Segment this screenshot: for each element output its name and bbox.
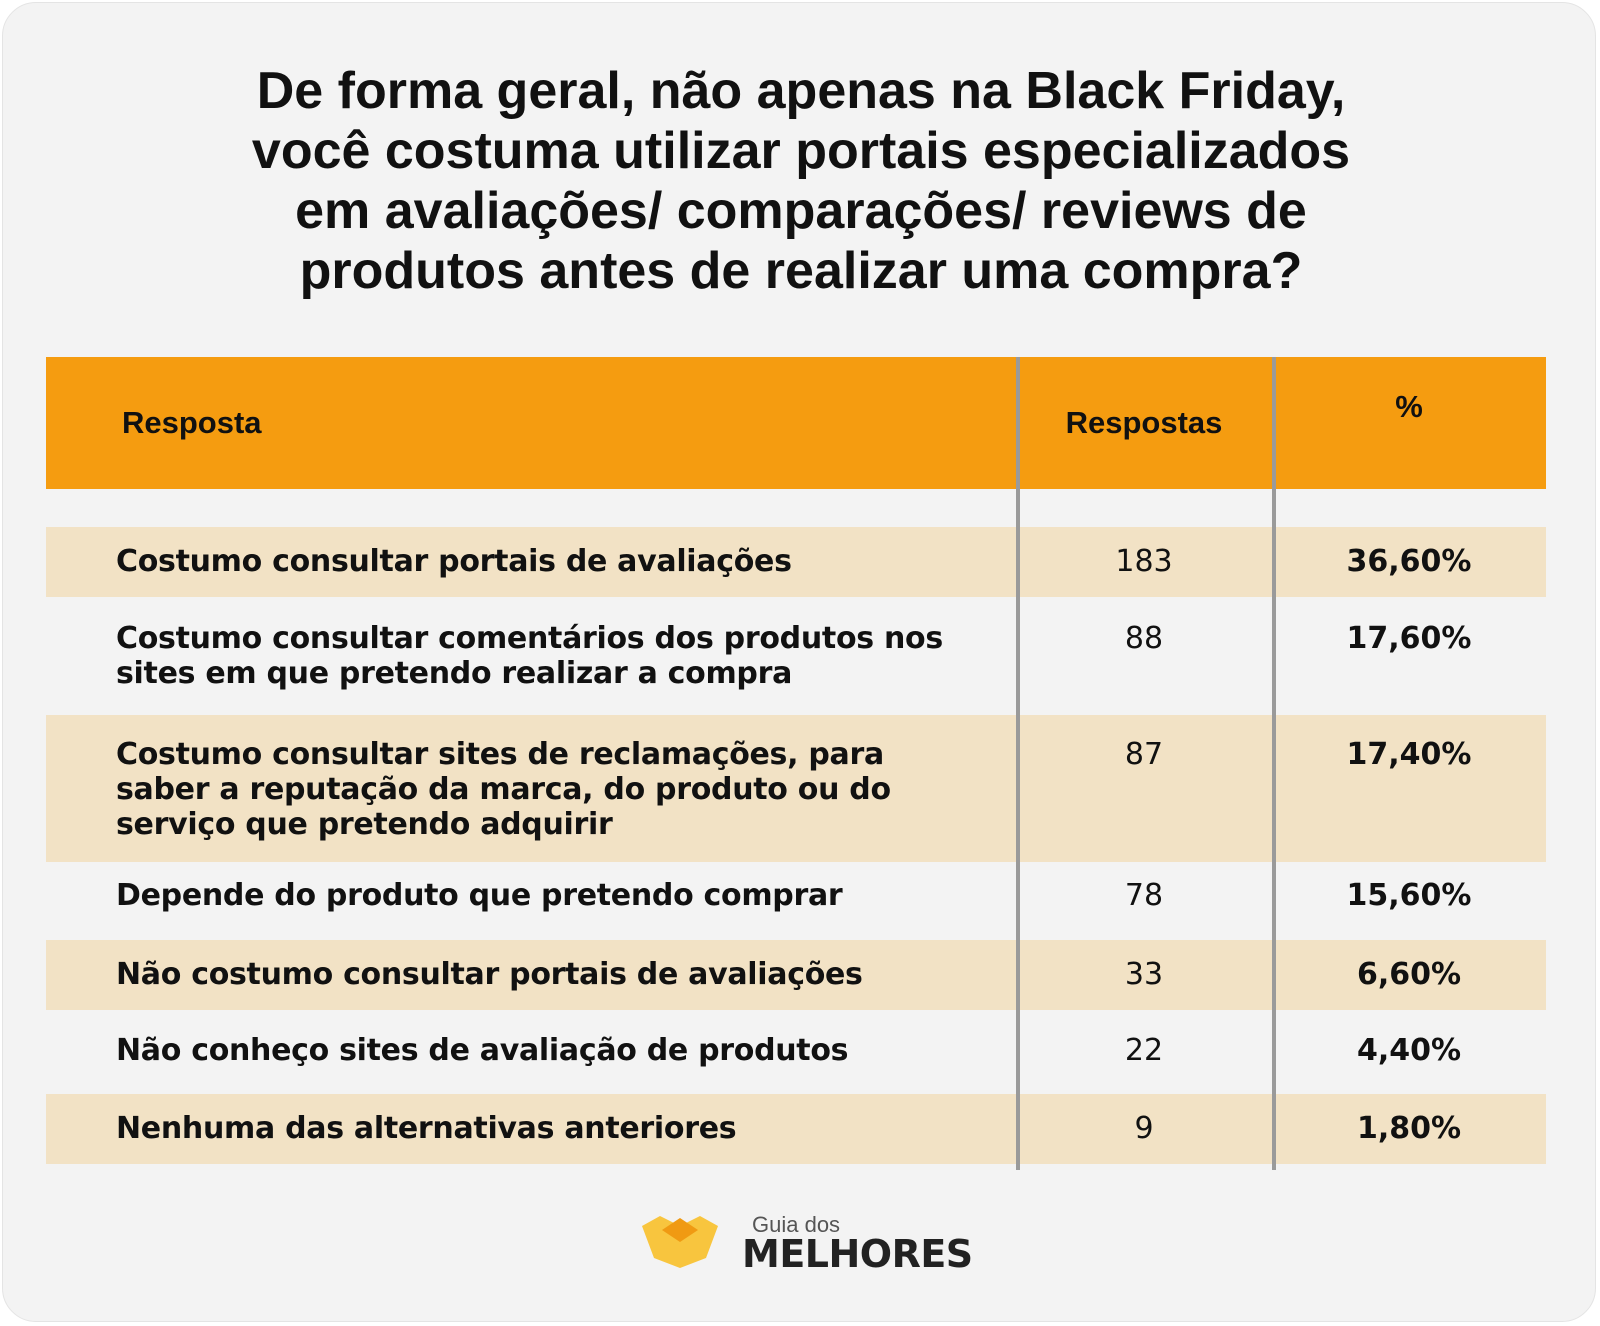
row-label-line: Depende do produto que pretendo comprar (116, 878, 843, 913)
column-header-percent: % (1395, 389, 1423, 424)
row-label-line: sites em que pretendo realizar a compra (116, 656, 793, 691)
row-label-line: Nenhuma das alternativas anteriores (116, 1111, 737, 1146)
row-label-line: Costumo consultar comentários dos produt… (116, 621, 943, 656)
column-divider (1016, 357, 1020, 1170)
row-label: Costumo consultar sites de reclamações, … (116, 715, 1016, 862)
title-line: De forma geral, não apenas na Black Frid… (256, 62, 1346, 120)
column-header-respostas: Respostas (1065, 405, 1223, 440)
title-line: produtos antes de realizar uma compra? (299, 242, 1303, 300)
row-count: 87 (1124, 737, 1164, 772)
row-percent: 1,80% (1356, 1111, 1462, 1146)
row-percent: 17,40% (1346, 737, 1472, 772)
row-label: Costumo consultar portais de avaliações (116, 527, 1016, 597)
table-row: Costumo consultar portais de avaliações 1… (46, 527, 1546, 597)
row-percent: 15,60% (1346, 878, 1472, 913)
row-count: 33 (1124, 957, 1164, 992)
table-row: Costumo consultar comentários dos produt… (46, 597, 1546, 715)
column-divider (1272, 357, 1276, 1170)
title-line: você costuma utilizar portais especializ… (251, 122, 1351, 180)
row-label: Não conheço sites de avaliação de produt… (116, 1016, 1016, 1094)
row-label: Costumo consultar comentários dos produt… (116, 597, 1016, 715)
row-label: Depende do produto que pretendo comprar (116, 862, 1016, 940)
table-header: Resposta Respostas % (46, 357, 1546, 489)
row-label: Nenhuma das alternativas anteriores (116, 1094, 1016, 1164)
row-label-line: Não costumo consultar portais de avaliaç… (116, 957, 863, 992)
row-count: 88 (1124, 621, 1164, 656)
logo-text-big: MELHORES (742, 1232, 973, 1276)
brand-logo: Guia dos MELHORES (642, 1212, 982, 1282)
row-label-line: Costumo consultar sites de reclamações, … (116, 737, 884, 772)
row-label: Não costumo consultar portais de avaliaç… (116, 940, 1016, 1010)
row-label-line: Costumo consultar portais de avaliações (116, 544, 792, 579)
column-header-resposta: Resposta (122, 405, 262, 440)
row-percent: 17,60% (1346, 621, 1472, 656)
row-count: 9 (1134, 1111, 1154, 1146)
crown-logo-icon (642, 1216, 718, 1268)
table-row: Depende do produto que pretendo comprar 7… (46, 862, 1546, 940)
row-percent: 36,60% (1346, 544, 1472, 579)
row-count: 78 (1124, 878, 1164, 913)
row-label-line: saber a reputação da marca, do produto o… (116, 772, 891, 807)
table-row: Costumo consultar sites de reclamações, … (46, 715, 1546, 862)
table-row: Nenhuma das alternativas anteriores 9 1,80… (46, 1094, 1546, 1164)
row-count: 22 (1124, 1033, 1164, 1068)
logo-text-small: Guia dos (752, 1212, 841, 1237)
table-row: Não costumo consultar portais de avaliaç… (46, 940, 1546, 1010)
row-label-line: serviço que pretendo adquirir (116, 807, 613, 842)
chart-title: De forma geral, não apenas na Black Frid… (63, 61, 1539, 301)
row-count: 183 (1115, 544, 1173, 579)
title-line: em avaliações/ comparações/ reviews de (295, 182, 1307, 240)
table-row: Não conheço sites de avaliação de produt… (46, 1016, 1546, 1094)
row-percent: 4,40% (1356, 1033, 1462, 1068)
row-label-line: Não conheço sites de avaliação de produt… (116, 1033, 849, 1068)
row-percent: 6,60% (1356, 957, 1462, 992)
